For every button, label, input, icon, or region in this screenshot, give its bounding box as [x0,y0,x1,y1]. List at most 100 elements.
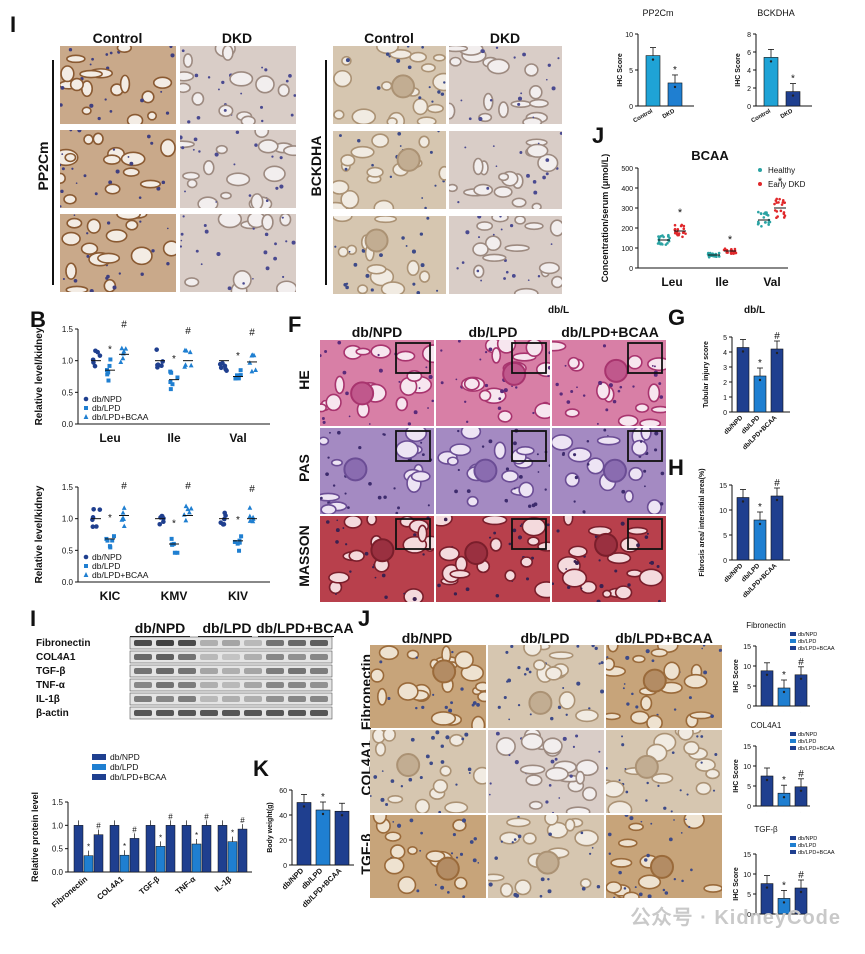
nucleus [115,169,120,174]
nucleus [395,511,399,514]
tubule [438,165,446,181]
nucleus [390,779,395,783]
glomerulus [602,458,627,483]
legend-label: db/NPD [92,552,122,562]
tubule [549,219,562,237]
nucleus [150,141,154,145]
panel-label-j-bottom: J [358,606,371,631]
significance-mark: # [798,657,804,668]
tubule [497,410,513,423]
data-point [223,513,228,518]
nucleus [651,365,654,367]
nucleus [338,134,342,138]
ihc-tile [449,46,562,124]
y-tick-label: 300 [621,206,633,213]
tubule [386,117,398,124]
y-tick-label: 5 [747,784,751,791]
tubule [160,138,176,158]
tubule [567,447,592,463]
tubule [334,375,345,395]
data-point [90,524,96,530]
nucleus [108,180,113,185]
nucleus [513,441,517,446]
nucleus [371,163,374,167]
nucleus [461,737,465,741]
nucleus [536,453,539,456]
ihc-tile [60,214,176,292]
y-tick-label: 0 [747,104,751,111]
nucleus [370,795,372,797]
x-tick-label: COL4A1 [95,874,125,902]
significance-mark: * [236,515,240,526]
nucleus [517,102,521,106]
tubule [449,56,462,67]
nucleus [685,818,687,821]
nucleus [576,681,581,686]
tubule [647,383,661,403]
nucleus [156,186,161,191]
tubule [333,216,353,223]
y-tick-label: 4 [723,350,727,357]
nucleus [493,531,497,535]
inset-box [511,430,547,462]
nucleus [710,714,714,718]
tubule [366,263,387,275]
nucleus [533,502,538,507]
nucleus [264,68,268,72]
significance-mark: # [240,816,245,825]
y-tick-label: 400 [621,186,633,193]
tubule [482,253,507,262]
nucleus [86,232,89,235]
tubule [520,733,544,751]
y-tick-label: 1.0 [62,357,74,366]
wb-band [266,640,284,646]
nucleus [180,135,183,140]
tubule [617,414,639,426]
legend-label: db/LPD [798,843,816,849]
glomerulus [396,147,421,172]
nucleus [344,492,347,495]
data-point [778,197,781,201]
nucleus [413,533,417,537]
kidney-ketoacid-chart: 0.0 0.5 1.0 1.5 Relative level/kidney KIC * # KM… [34,481,270,603]
nucleus [525,667,530,671]
tubule [221,46,234,61]
nucleus [431,399,434,403]
nucleus [495,46,499,50]
data-point [110,538,115,543]
nucleus [550,243,553,245]
nucleus [508,718,511,721]
nucleus [288,73,292,78]
legend-swatch [790,836,796,840]
nucleus [454,489,458,494]
nucleus [447,890,450,894]
nucleus [400,785,404,788]
tubule [416,116,437,124]
glomerulus [391,74,416,99]
wb-band [200,640,218,646]
nucleus [472,858,477,863]
tubule [384,857,405,875]
nucleus [645,649,650,654]
nucleus [565,713,568,716]
significance-mark: * [231,829,234,838]
significance-mark: # [249,484,255,495]
nucleus [477,862,480,864]
nucleus [608,383,613,388]
wb-band [288,654,306,660]
data-point [667,235,670,238]
legend-label: db/NPD [798,732,817,738]
y-axis-label: IHC Score [733,759,740,793]
nucleus [140,272,144,276]
tubule [607,800,633,813]
nucleus [453,592,458,596]
tubule [705,768,721,780]
significance-mark: * [108,344,112,355]
nucleus [547,374,550,378]
glomerulus [535,850,560,875]
tubule [514,216,526,225]
data-point [717,255,721,258]
ihc-tile [370,815,486,898]
nucleus [193,137,198,142]
tubule [240,115,256,124]
